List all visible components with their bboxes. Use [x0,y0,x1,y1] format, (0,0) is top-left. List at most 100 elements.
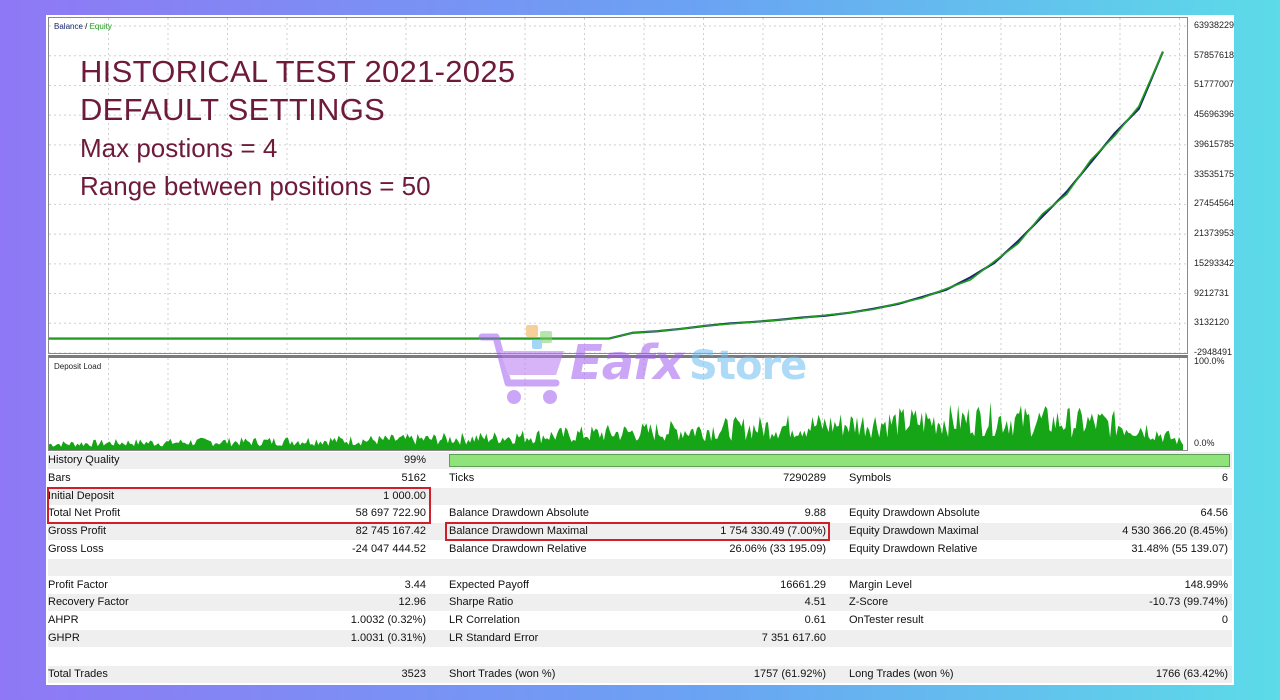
test-description: HISTORICAL TEST 2021-2025 DEFAULT SETTIN… [80,53,515,205]
eafx-store-watermark: Eafx Store [478,317,898,412]
stat-value: 9.88 [804,507,826,520]
overlay-line-1: HISTORICAL TEST 2021-2025 [80,54,516,89]
stat-label: Profit Factor [48,578,108,591]
stat-label: Total Trades [48,667,108,680]
legend-balance: Balance [54,22,83,31]
stat-value: 1757 (61.92%) [753,667,826,680]
stat-value: 4 530 366.20 (8.45%) [1122,525,1228,538]
legend-equity: Equity [89,22,112,31]
y-tick-label: 27454564 [1194,198,1235,209]
stat-label: Equity Drawdown Maximal [849,525,979,538]
stat-label: Sharpe Ratio [449,596,514,609]
stat-value: 1.0032 (0.32%) [350,614,426,627]
overlay-line-4: Range between positions = 50 [80,171,431,201]
stat-row [48,558,1232,576]
stat-label: Recovery Factor [48,596,129,609]
stat-row: Total Trades 3523 Short Trades (won %) 1757… [48,665,1232,683]
y-tick-label: 39615785 [1194,138,1235,149]
stat-value: 3.44 [404,578,426,591]
y-tick-label: 63938229 [1194,20,1235,30]
y-tick-label: 57857618 [1194,49,1235,60]
deposit-load-plot [49,358,1183,450]
stat-row: Recovery Factor 12.96 Sharpe Ratio 4.51 Z-Sc… [48,594,1232,612]
stat-label: LR Standard Error [449,632,539,644]
y-tick-label: 45696396 [1194,109,1235,120]
deposit-y-axis: 100.0% 0.0% [1194,355,1234,451]
y-tick-label: 51777007 [1194,79,1235,90]
stat-row [48,648,1232,665]
strategy-tester-report: Balance / Equity HISTORICAL TEST 2021-20… [46,15,1234,685]
stat-value: 64.56 [1200,507,1228,520]
series-line-equity [49,51,1164,340]
stat-value: 3523 [401,667,426,680]
stat-label: Balance Drawdown Maximal [449,525,588,538]
stat-value: 7290289 [783,471,826,484]
stat-row: Initial Deposit 1 000.00 [48,487,1232,505]
stat-label: AHPR [48,614,79,627]
stat-label: Bars [48,471,71,484]
balance-y-axis: 63938229 57857618 51777007 45696396 39615785… [1194,17,1235,357]
stat-label: Total Net Profit [48,507,121,520]
stat-label: Z-Score [849,596,889,609]
stat-value: -10.73 (99.74%) [1149,596,1228,609]
stat-value: 4.51 [804,596,826,609]
stat-label: Initial Deposit [48,489,115,502]
stat-row: Total Net Profit 58 697 722.90 Balance Dra… [48,505,1232,522]
deposit-load-label: Deposit Load [54,362,102,371]
highlight-balance-drawdown [445,522,830,541]
overlay-line-2: DEFAULT SETTINGS [80,92,386,127]
deposit-load-chart: Deposit Load [48,355,1188,451]
stat-value: 5162 [401,471,426,484]
y-tick-label: 3132120 [1194,317,1230,328]
stat-value: -24 047 444.52 [351,543,426,555]
highlight-deposit-profit [47,487,431,524]
stat-row: Gross Profit 82 745 167.42 Balance Drawdow… [48,523,1232,541]
row-history-quality: History Quality 99% [48,452,1232,469]
balance-equity-chart: Balance / Equity HISTORICAL TEST 2021-20… [48,17,1188,354]
stat-value: 26.06% (33 195.09) [729,543,826,555]
balance-grid [49,18,1187,353]
stat-value: 0.61 [804,614,826,627]
stat-value: 6 [1221,471,1228,484]
stat-label: Short Trades (won %) [449,667,556,680]
watermark-text: Eafx Store [570,335,807,391]
stat-value: 1.0031 (0.31%) [350,632,426,644]
watermark-suffix: Store [689,343,807,389]
deposit-load-area [49,401,1183,450]
stat-value: 1 000.00 [383,489,426,502]
stat-label: Balance Drawdown Absolute [449,507,590,520]
stat-row: Profit Factor 3.44 Expected Payoff 16661.29… [48,577,1232,594]
stat-row: AHPR 1.0032 (0.32%) LR Correlation 0.61 OnTe… [48,612,1232,629]
stat-value: 7 351 617.60 [761,632,826,644]
y-tick-label: 21373953 [1194,228,1235,239]
y-tick-label: 9212731 [1194,287,1230,298]
chart-legend: Balance / Equity [54,22,112,31]
stat-row: GHPR 1.0031 (0.31%) LR Standard Error 7 351… [48,630,1232,647]
stat-label: Gross Profit [48,525,107,538]
stat-row: Bars 5162 Ticks 7290289 Symbols 6 [48,470,1232,487]
history-quality-bar [449,454,1230,467]
stat-value: 58 697 722.90 [355,507,426,520]
stat-row: Gross Loss -24 047 444.52 Balance Drawdown… [48,541,1232,558]
y-tick-label: 100.0% [1194,356,1225,366]
balance-equity-plot [49,18,1187,353]
watermark-brand: Eafx [570,335,684,391]
stat-label: Gross Loss [48,543,104,555]
history-quality-value: 99% [403,454,426,466]
stat-label: OnTester result [849,614,924,627]
y-tick-label: 33535175 [1194,168,1235,179]
stat-label: Expected Payoff [449,578,529,591]
history-quality-label: History Quality [48,454,120,466]
shopping-cart-icon [478,325,564,404]
stat-label: Equity Drawdown Absolute [849,507,980,520]
overlay-line-3: Max postions = 4 [80,133,278,163]
stat-value: 12.96 [398,596,426,609]
stat-label: Symbols [849,471,892,484]
y-tick-label: -2948491 [1194,347,1233,357]
stat-label: GHPR [48,632,80,644]
stat-value: 31.48% (55 139.07) [1131,543,1228,555]
stat-value: 1 754 330.49 (7.00%) [720,525,826,538]
stat-label: Margin Level [849,578,912,591]
stat-value: 148.99% [1184,578,1228,591]
stat-label: LR Correlation [449,614,520,627]
